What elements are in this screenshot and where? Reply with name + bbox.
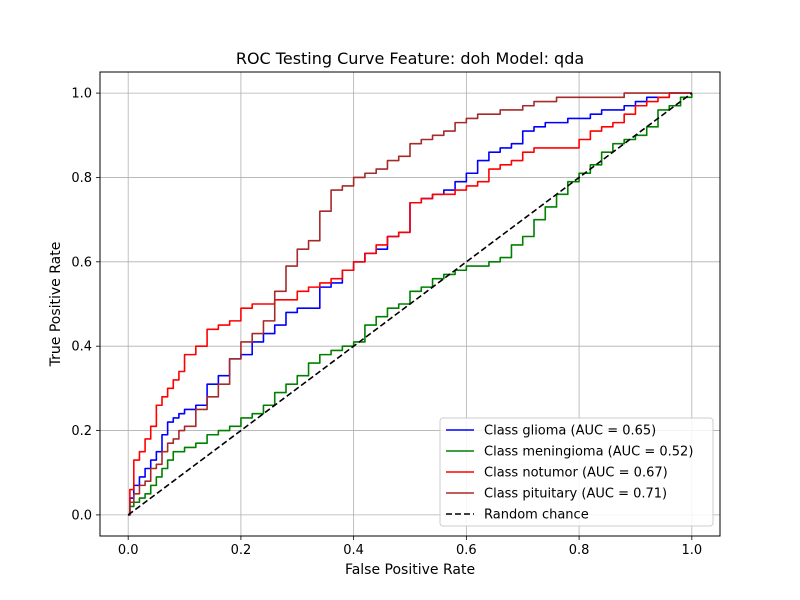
y-tick-label: 0.8 (71, 171, 92, 186)
y-tick-label: 1.0 (71, 87, 92, 102)
chart-title: ROC Testing Curve Feature: doh Model: qd… (236, 49, 584, 68)
x-tick-label: 0.2 (231, 543, 252, 558)
legend-label: Class notumor (AUC = 0.67) (484, 466, 668, 481)
series-line-3 (128, 92, 692, 516)
plot-frame (99, 71, 721, 537)
x-tick-label: 0.8 (569, 543, 590, 558)
legend-label: Class meningioma (AUC = 0.52) (484, 445, 693, 460)
x-tick-label: 1.0 (681, 543, 702, 558)
series-line-4 (127, 92, 693, 516)
series-line-2 (128, 92, 692, 516)
y-tick-label: 0.2 (71, 424, 92, 439)
legend-label: Class glioma (AUC = 0.65) (484, 424, 656, 439)
x-tick-label: 0.0 (118, 543, 139, 558)
legend-box (439, 417, 714, 527)
y-tick-label: 0.0 (71, 508, 92, 523)
x-tick-label: 0.6 (456, 543, 477, 558)
axis-ticks: 0.0 0.2 0.4 0.6 0.8 1.0 0.0 0.2 0.4 0.6 0.8 1.0 (71, 87, 702, 558)
y-axis-label: True Positive Rate (48, 242, 64, 368)
y-tick-label: 0.6 (71, 255, 92, 270)
series-line-1 (128, 93, 693, 516)
x-tick-label: 0.4 (343, 543, 364, 558)
legend: Class glioma (AUC = 0.65) Class meningiom… (439, 417, 714, 527)
x-axis-label: False Positive Rate (345, 562, 475, 578)
legend-label: Class pituitary (AUC = 0.71) (484, 487, 667, 502)
series-layer (127, 92, 693, 516)
legend-label: Random chance (484, 508, 589, 523)
y-tick-label: 0.4 (71, 340, 92, 355)
